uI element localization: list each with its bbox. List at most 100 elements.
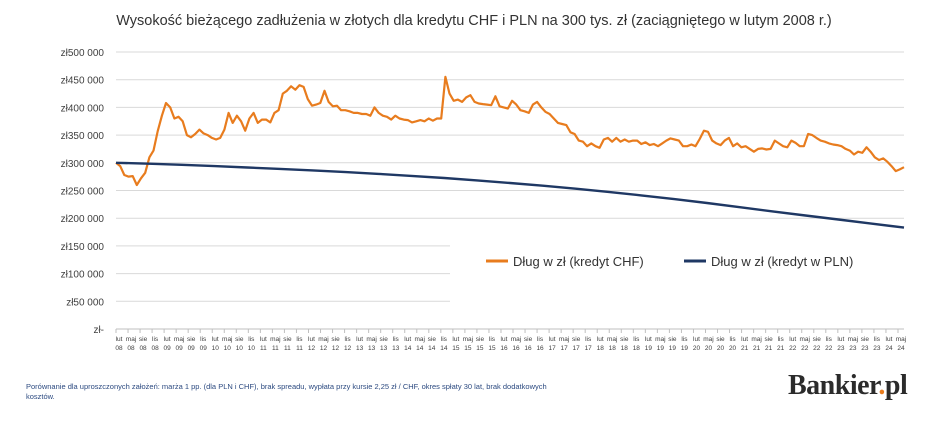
x-tick-year: 16 [536,345,544,352]
x-tick-month: lut [308,336,315,343]
y-tick-label: zł150 000 [61,242,105,253]
x-tick-month: maj [222,336,232,343]
x-tick-year: 17 [561,345,569,352]
x-tick-month: sie [380,336,389,343]
x-tick-year: 11 [260,345,267,352]
x-tick-year: 16 [524,345,532,352]
x-tick-year: 09 [188,345,196,352]
chart-title: Wysokość bieżącego zadłużenia w złotych … [116,13,832,29]
y-tick-label: zł50 000 [66,297,104,308]
x-tick-month: lut [741,336,748,343]
x-tick-month: sie [139,336,148,343]
x-tick-year: 20 [729,345,737,352]
x-tick-month: sie [716,336,725,343]
y-tick-label: zł300 000 [61,159,105,170]
x-tick-year: 22 [789,345,797,352]
x-tick-year: 10 [248,345,256,352]
x-tick-month: lut [549,336,556,343]
logo-dot: . [878,370,885,401]
x-tick-year: 08 [139,345,147,352]
legend: Dług w zł (kredyt CHF) Dług w zł (kredyt… [486,254,853,269]
x-tick-month: lis [248,336,255,343]
x-tick-year: 15 [476,345,484,352]
x-tick-month: sie [668,336,677,343]
x-tick-year: 22 [801,345,809,352]
x-tick-month: lis [633,336,640,343]
x-tick-month: lis [585,336,592,343]
x-tick-month: lis [489,336,496,343]
x-axis: lut08maj08sie08lis08lut09maj09sie09lis09… [115,329,906,352]
x-tick-month: lut [789,336,796,343]
x-tick-month: lut [501,336,508,343]
x-tick-year: 21 [765,345,773,352]
x-tick-year: 14 [404,345,412,352]
x-tick-month: maj [896,336,906,343]
x-tick-year: 24 [885,345,893,352]
y-tick-label: zł250 000 [61,187,105,198]
x-tick-year: 13 [356,345,364,352]
x-tick-year: 11 [284,345,291,352]
x-tick-year: 20 [705,345,713,352]
x-tick-year: 12 [344,345,352,352]
x-tick-month: lis [441,336,448,343]
x-tick-month: sie [572,336,581,343]
y-tick-label: zł- [93,325,104,336]
x-tick-month: lut [452,336,459,343]
x-tick-month: lis [393,336,400,343]
x-tick-month: lut [837,336,844,343]
x-tick-month: sie [524,336,533,343]
x-tick-month: maj [607,336,617,343]
x-tick-year: 08 [115,345,123,352]
x-tick-month: maj [318,336,328,343]
x-tick-month: lut [597,336,604,343]
x-tick-year: 21 [741,345,749,352]
footnote: Porównanie dla uproszczonych założeń: ma… [26,382,547,401]
bankier-logo[interactable]: Bankier.pl [788,370,908,402]
x-tick-month: lut [404,336,411,343]
x-tick-year: 23 [849,345,857,352]
y-tick-label: zł100 000 [61,270,105,281]
x-tick-year: 13 [368,345,376,352]
x-tick-year: 19 [657,345,665,352]
x-tick-month: maj [415,336,425,343]
y-tick-label: zł450 000 [61,76,105,87]
x-tick-month: maj [366,336,376,343]
y-tick-label: zł400 000 [61,103,105,114]
x-tick-year: 19 [669,345,677,352]
x-tick-month: lis [537,336,544,343]
x-tick-year: 20 [693,345,701,352]
x-tick-year: 12 [308,345,316,352]
x-tick-year: 21 [753,345,761,352]
x-tick-year: 16 [512,345,520,352]
x-tick-month: maj [703,336,713,343]
x-tick-year: 23 [861,345,869,352]
y-tick-label: zł500 000 [61,48,105,59]
x-tick-month: lut [260,336,267,343]
x-tick-month: sie [283,336,292,343]
x-tick-month: maj [559,336,569,343]
x-tick-year: 14 [416,345,424,352]
x-tick-year: 18 [633,345,641,352]
x-tick-month: lis [826,336,833,343]
x-tick-year: 17 [585,345,593,352]
x-tick-year: 12 [320,345,328,352]
x-tick-month: sie [428,336,437,343]
x-tick-month: lis [200,336,207,343]
y-tick-label: zł350 000 [61,131,105,142]
x-tick-month: sie [861,336,870,343]
x-tick-year: 09 [176,345,184,352]
x-tick-month: lis [152,336,159,343]
x-tick-month: maj [463,336,473,343]
x-tick-month: maj [174,336,184,343]
x-tick-month: lut [356,336,363,343]
x-tick-year: 10 [212,345,220,352]
x-tick-month: lut [212,336,219,343]
x-tick-year: 15 [464,345,472,352]
x-tick-year: 18 [621,345,629,352]
x-tick-month: lut [164,336,171,343]
x-tick-year: 16 [500,345,508,352]
x-tick-year: 20 [717,345,725,352]
x-tick-year: 11 [296,345,303,352]
x-tick-month: sie [331,336,340,343]
